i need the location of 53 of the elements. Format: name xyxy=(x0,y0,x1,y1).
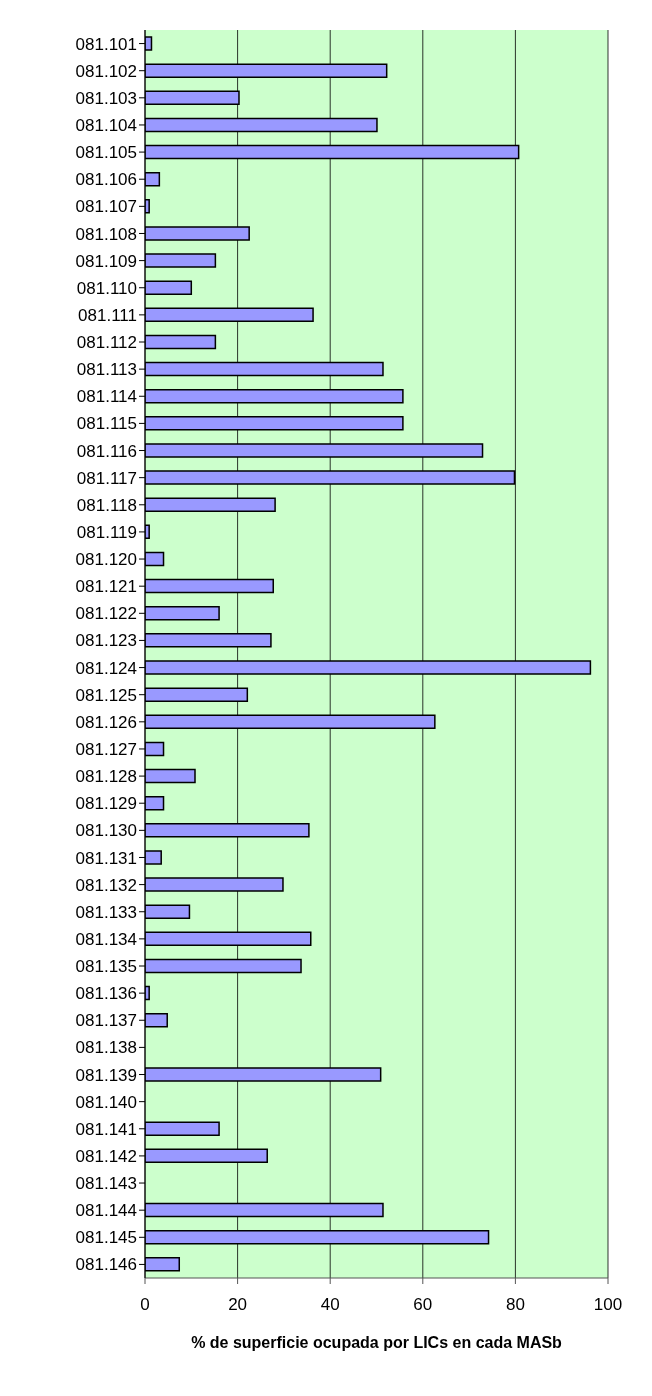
y-tick-label: 081.137 xyxy=(75,1011,137,1031)
y-tick-label: 081.128 xyxy=(75,767,137,787)
y-tick-label: 081.146 xyxy=(75,1255,137,1275)
y-tick-label: 081.103 xyxy=(75,88,137,108)
x-tick-label: 0 xyxy=(140,1295,150,1315)
y-tick-label: 081.122 xyxy=(75,604,137,624)
y-tick-label: 081.116 xyxy=(76,441,137,461)
y-tick-label: 081.133 xyxy=(75,902,137,922)
x-tick-label: 100 xyxy=(593,1295,623,1315)
y-tick-label: 081.112 xyxy=(76,333,137,353)
y-tick-label: 081.104 xyxy=(75,115,137,135)
y-tick-label: 081.119 xyxy=(76,522,137,542)
y-tick-label: 081.142 xyxy=(75,1146,137,1166)
y-tick-label: 081.135 xyxy=(75,957,137,977)
y-tick-label: 081.101 xyxy=(75,34,137,54)
y-tick-label: 081.109 xyxy=(75,251,137,271)
y-tick-label: 081.127 xyxy=(75,739,137,759)
y-tick-label: 081.118 xyxy=(76,495,137,515)
y-tick-label: 081.115 xyxy=(76,414,137,434)
y-tick-label: 081.123 xyxy=(75,631,137,651)
y-tick-label: 081.102 xyxy=(75,61,137,81)
y-tick-label: 081.141 xyxy=(75,1119,137,1139)
y-tick-label: 081.121 xyxy=(75,577,137,597)
y-tick-label: 081.117 xyxy=(76,468,137,488)
x-tick-label: 40 xyxy=(320,1295,340,1315)
y-tick-label: 081.129 xyxy=(75,794,137,814)
y-tick-label: 081.105 xyxy=(75,143,137,163)
y-tick-label: 081.130 xyxy=(75,821,137,841)
y-tick-label: 081.110 xyxy=(76,278,137,298)
y-tick-label: 081.143 xyxy=(75,1174,137,1194)
y-tick-label: 081.114 xyxy=(76,387,137,407)
y-tick-label: 081.134 xyxy=(75,929,137,949)
y-tick-label: 081.144 xyxy=(75,1201,137,1221)
y-tick-label: 081.107 xyxy=(75,197,137,217)
y-tick-label: 081.126 xyxy=(75,712,137,732)
y-tick-label: 081.124 xyxy=(75,658,137,678)
x-tick-label: 80 xyxy=(505,1295,525,1315)
y-tick-label: 081.139 xyxy=(75,1065,137,1085)
x-tick-label: 20 xyxy=(228,1295,248,1315)
y-tick-label: 081.106 xyxy=(75,170,137,190)
y-tick-label: 081.108 xyxy=(75,224,137,244)
y-tick-label: 081.113 xyxy=(76,360,137,380)
x-tick-label: 60 xyxy=(413,1295,433,1315)
y-tick-label: 081.125 xyxy=(75,685,137,705)
y-tick-label: 081.132 xyxy=(75,875,137,895)
x-axis-title: % de superficie ocupada por LICs en cada MASb xyxy=(191,1334,563,1351)
y-tick-label: 081.111 xyxy=(78,305,137,325)
y-tick-label: 081.131 xyxy=(75,848,137,868)
y-tick-label: 081.138 xyxy=(75,1038,137,1058)
y-tick-label: 081.120 xyxy=(75,550,137,570)
y-tick-label: 081.136 xyxy=(75,984,137,1004)
y-tick-label: 081.145 xyxy=(75,1228,137,1248)
y-tick-label: 081.140 xyxy=(75,1092,137,1112)
